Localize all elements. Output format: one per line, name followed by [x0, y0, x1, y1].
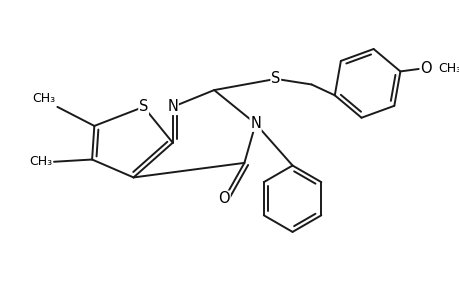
Text: S: S [270, 71, 280, 86]
Text: N: N [250, 116, 260, 131]
Text: CH₃: CH₃ [29, 155, 52, 168]
Text: S: S [139, 99, 148, 114]
Text: CH₃: CH₃ [33, 92, 56, 105]
Text: O: O [218, 191, 230, 206]
Text: O: O [419, 61, 431, 76]
Text: CH₃: CH₃ [437, 61, 459, 74]
Text: N: N [167, 99, 178, 114]
